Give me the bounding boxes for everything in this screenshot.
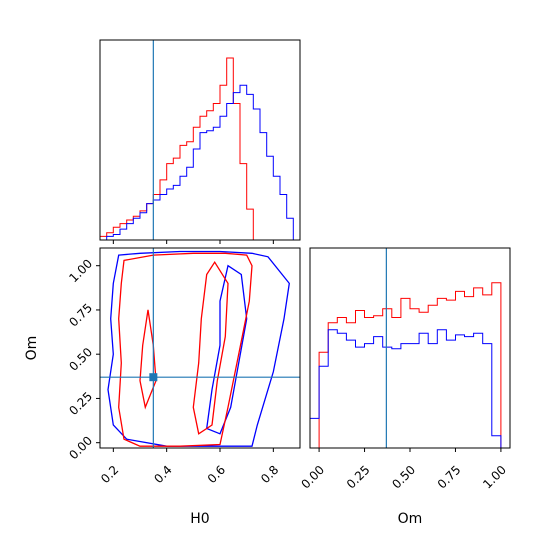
joint-xtick-label: 0.6 [205, 463, 228, 486]
om-hist-xtick-label: 1.00 [480, 463, 509, 492]
joint-ytick-label: 0.00 [66, 433, 95, 462]
om-xlabel: Om [398, 511, 423, 527]
joint-xlabel: H0 [190, 511, 209, 527]
contour-blue-inner-1 [205, 264, 248, 435]
om-hist-xtick-label: 0.00 [298, 463, 327, 492]
om-hist-series-red [310, 282, 510, 449]
joint-xtick-label: 0.8 [258, 463, 281, 486]
joint-ylabel: Om [24, 336, 40, 361]
joint-ytick-label: 0.50 [66, 345, 95, 374]
joint-ytick-label: 0.25 [66, 389, 95, 418]
om-histogram-frame [309, 247, 511, 449]
h0-hist-series-blue [100, 84, 300, 241]
om-hist-xtick-label: 0.75 [435, 463, 464, 492]
contour-blue-outer-0 [107, 250, 290, 447]
om-hist-series-blue [309, 329, 510, 449]
contour-red-outer-2 [118, 252, 253, 447]
contour-red-inner-3 [192, 260, 229, 435]
joint-truth-marker [149, 373, 158, 382]
joint-contour-panel: 0.2 0.4 0.6 0.8 0.00 0.25 0.50 0.75 1.00 H0 Om [24, 247, 301, 527]
h0-hist-series-red [99, 57, 300, 241]
joint-xtick-label: 0.2 [98, 463, 121, 486]
h0-histogram-panel [99, 39, 301, 244]
joint-frame [99, 247, 301, 449]
om-histogram-panel: 0.00 0.25 0.50 0.75 1.00 Om [298, 247, 511, 527]
om-hist-xtick-label: 0.25 [344, 463, 373, 492]
h0-histogram-frame [99, 39, 301, 241]
joint-ytick-label: 0.75 [66, 301, 95, 330]
om-hist-xtick-label: 0.50 [389, 463, 418, 492]
joint-xtick-label: 0.4 [151, 463, 174, 486]
joint-ytick-label: 1.00 [66, 257, 95, 286]
